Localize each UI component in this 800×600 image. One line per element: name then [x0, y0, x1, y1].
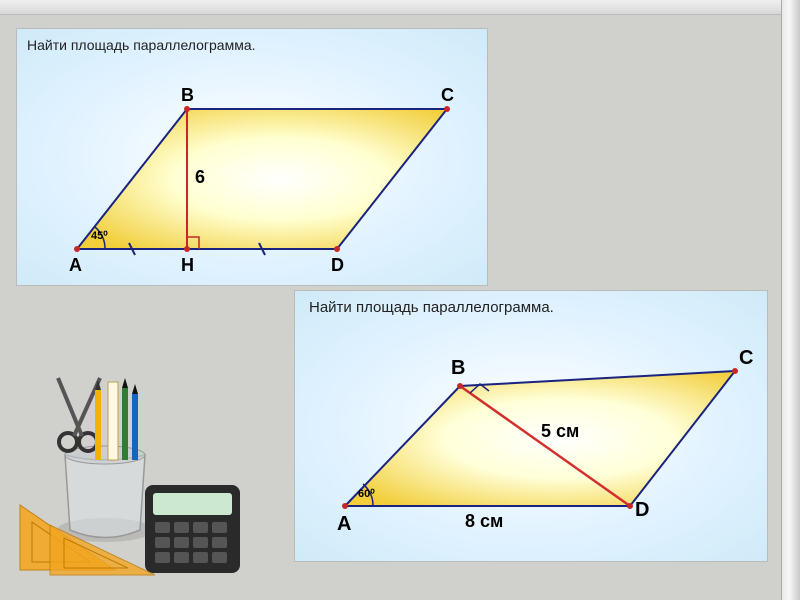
problem-panel-2: Найти площадь параллелограмма. A B C D 5… [294, 290, 768, 562]
point-d2 [627, 503, 633, 509]
panel1-diagram [17, 29, 487, 285]
label2-b: B [451, 357, 465, 380]
parallelogram-2 [345, 371, 735, 506]
label-a: A [69, 255, 82, 276]
label-d: D [331, 255, 344, 276]
point-a [74, 246, 80, 252]
calculator-icon [145, 485, 240, 573]
point-b [184, 106, 190, 112]
problem-panel-1: Найти площадь параллелограмма. A B C D H… [16, 28, 488, 286]
label2-a: A [337, 513, 351, 536]
label-angle-45: 45⁰ [91, 229, 108, 242]
math-supplies-icon [10, 370, 280, 590]
label2-c: C [739, 347, 753, 370]
frame-top [0, 0, 800, 15]
label-c: C [441, 85, 454, 106]
frame-right [781, 0, 800, 600]
pen-icon [122, 388, 128, 460]
label-height: 6 [195, 167, 205, 188]
label-angle-60: 60⁰ [358, 487, 375, 500]
label-base: 8 см [465, 511, 503, 532]
ruler-icon [108, 382, 118, 460]
point-a2 [342, 503, 348, 509]
scissors-icon [58, 378, 100, 451]
label-h: H [181, 255, 194, 276]
point-d [334, 246, 340, 252]
pencil-icon [95, 390, 101, 460]
point-b2 [457, 383, 463, 389]
point-c2 [732, 368, 738, 374]
panel2-diagram [295, 291, 767, 561]
label2-d: D [635, 499, 649, 522]
label-b: B [181, 85, 194, 106]
label-diag: 5 см [541, 421, 579, 442]
point-c [444, 106, 450, 112]
parallelogram-1 [77, 109, 447, 249]
point-h [184, 246, 190, 252]
